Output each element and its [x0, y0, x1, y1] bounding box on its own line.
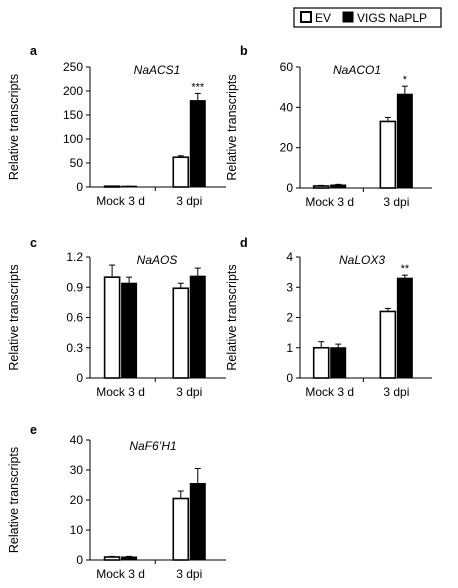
significance-marker: * [403, 74, 408, 86]
panel-title: NaACS1 [134, 63, 181, 77]
bar-vigs [396, 93, 413, 189]
panel-title: NaF6’H1 [129, 439, 176, 453]
bar-vigs [189, 100, 206, 188]
panel-title: NaLOX3 [339, 253, 385, 267]
bar-vigs [189, 483, 206, 561]
panel-label: d [240, 236, 248, 250]
panel-label: c [30, 236, 37, 250]
y-tick-label: 30 [70, 463, 84, 477]
y-tick-label: 2 [286, 311, 293, 325]
legend-swatch-vigs [342, 11, 354, 23]
y-tick-label: 0.3 [66, 341, 83, 355]
y-tick-label: 20 [70, 493, 84, 507]
bar-vigs [189, 275, 206, 379]
bar-vigs [330, 347, 347, 379]
panel-b: b NaACO1 Relative transcripts 0 20 40 60 Mock 3… [225, 44, 432, 209]
x-tick-label: 3 dpi [383, 195, 409, 209]
bar-ev [379, 310, 397, 379]
x-tick-label: Mock 3 d [305, 385, 354, 399]
y-axis-label: Relative transcripts [7, 447, 21, 553]
y-tick-label: 50 [70, 156, 84, 170]
panel-title: NaACO1 [333, 63, 381, 77]
bar-ev [172, 156, 190, 188]
legend: EV VIGS NaPLP [293, 7, 442, 28]
x-tick-label: 3 dpi [176, 194, 202, 208]
y-tick-label: 4 [286, 250, 293, 264]
y-tick-label: 3 [286, 280, 293, 294]
y-tick-label: 0 [76, 553, 83, 567]
x-tick-label: 3 dpi [383, 385, 409, 399]
y-tick-label: 1 [286, 341, 293, 355]
bar-ev [379, 120, 397, 189]
y-tick-label: 0 [76, 371, 83, 385]
y-tick-label: 40 [280, 100, 294, 114]
x-tick-label: 3 dpi [176, 385, 202, 399]
y-tick-label: 0 [76, 180, 83, 194]
y-tick-label: 100 [63, 132, 83, 146]
panel-title: NaAOS [137, 253, 178, 267]
bar-ev [103, 556, 121, 561]
y-axis-label: Relative transcripts [225, 264, 239, 370]
bar-vigs [330, 184, 347, 189]
legend-label-ev: EV [315, 11, 331, 25]
legend-swatch-ev [300, 11, 312, 23]
panel-label: b [240, 44, 248, 58]
x-tick-label: Mock 3 d [305, 195, 354, 209]
y-tick-label: 20 [280, 141, 294, 155]
panel-c: c NaAOS Relative transcripts 0 0.3 0.6 0.9 1.2 M… [7, 236, 226, 399]
y-axis-label: Relative transcripts [7, 264, 21, 370]
y-tick-label: 0.6 [66, 311, 83, 325]
y-tick-label: 150 [63, 108, 83, 122]
y-tick-label: 60 [280, 60, 294, 74]
y-tick-label: 40 [70, 433, 84, 447]
significance-marker: ** [401, 263, 410, 275]
significance-marker: *** [191, 81, 205, 93]
y-tick-label: 1.2 [66, 250, 83, 264]
y-tick-label: 250 [63, 60, 83, 74]
y-tick-label: 200 [63, 84, 83, 98]
legend-label-vigs: VIGS NaPLP [357, 11, 427, 25]
x-tick-label: Mock 3 d [96, 194, 145, 208]
y-tick-label: 0.9 [66, 280, 83, 294]
bar-vigs [121, 282, 138, 379]
panel-d: d NaLOX3 Relative transcripts 0 1 2 3 4 Mock 3 d… [225, 236, 432, 399]
bar-ev [103, 276, 121, 379]
y-tick-label: 10 [70, 523, 84, 537]
panel-label: a [30, 44, 38, 58]
bar-ev [312, 185, 330, 189]
panel-a: a NaACS1 Relative transcripts 0 50 100 150 200 2… [7, 44, 226, 208]
bar-ev [172, 497, 190, 561]
bar-ev [172, 287, 190, 379]
y-axis-label: Relative transcripts [7, 74, 21, 180]
y-tick-label: 0 [286, 371, 293, 385]
bar-vigs [396, 277, 413, 379]
panel-label: e [30, 423, 37, 437]
y-axis-label: Relative transcripts [225, 74, 239, 180]
x-tick-label: 3 dpi [176, 567, 202, 581]
panel-e: e NaF6’H1 Relative transcripts 0 10 20 30 40 Moc… [7, 423, 226, 581]
x-tick-label: Mock 3 d [96, 567, 145, 581]
legend-frame [293, 7, 442, 28]
bar-ev [312, 346, 330, 379]
x-tick-label: Mock 3 d [96, 385, 145, 399]
bar-vigs [121, 556, 138, 561]
y-tick-label: 0 [286, 181, 293, 195]
